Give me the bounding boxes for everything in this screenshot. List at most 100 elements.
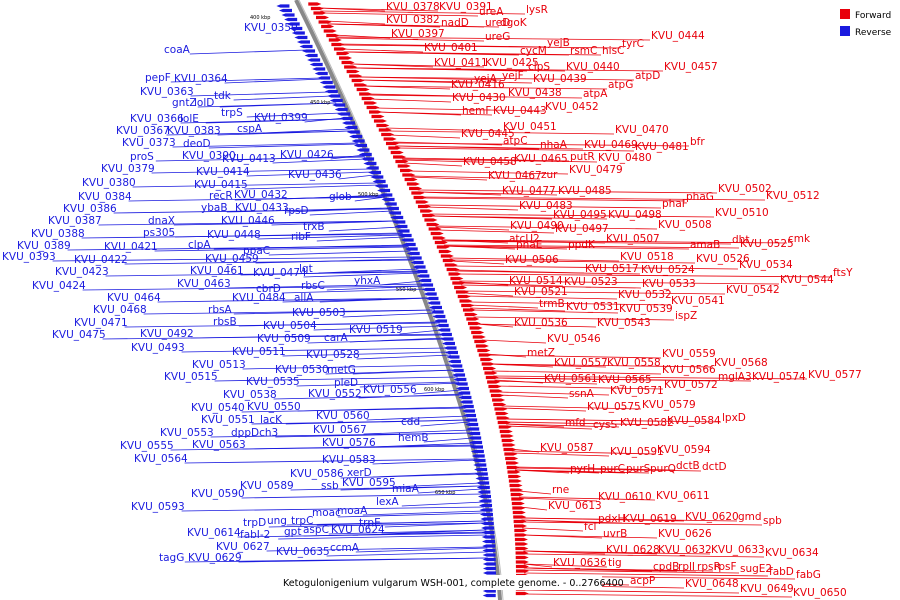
reverse-gene-label[interactable]: KVU_0551 [201,414,255,426]
forward-gene-label[interactable]: KVU_0502 [718,183,772,195]
forward-gene-label[interactable]: KVU_0483 [519,200,573,212]
reverse-gene-label[interactable]: trpE [359,517,381,529]
reverse-gene-label[interactable]: tdk [214,90,232,102]
forward-gene-label[interactable]: KVU_0587 [540,442,594,454]
forward-gene-label[interactable]: spb [763,515,782,527]
reverse-gene-label[interactable]: KVU_0363 [140,86,194,98]
forward-gene-label[interactable]: KVU_0579 [642,399,696,411]
forward-gene-label[interactable]: fabG [796,569,821,581]
reverse-gene-label[interactable]: KVU_0350 [244,22,298,34]
reverse-gene-label[interactable]: ccmA [330,542,360,554]
forward-gene-label[interactable]: ftsY [833,267,853,279]
reverse-gene-label[interactable]: KVU_0459 [205,253,259,265]
forward-gene-label[interactable]: fcl [584,521,596,533]
forward-gene-label[interactable]: KVU_0524 [641,264,695,276]
forward-gene-label[interactable]: KVU_0611 [656,490,710,502]
reverse-gene-label[interactable]: coaA [164,44,191,56]
forward-gene-label[interactable]: KVU_0479 [569,164,623,176]
reverse-gene-label[interactable]: yhxA [354,275,381,287]
forward-gene-label[interactable]: KVU_0533 [642,278,696,290]
forward-gene-label[interactable]: KVU_0507 [606,233,660,245]
reverse-gene-label[interactable]: allA [294,292,314,304]
reverse-gene-label[interactable]: ribF [291,231,311,243]
forward-gene-label[interactable]: KVU_0546 [547,333,601,345]
forward-gene-label[interactable]: phaE [516,239,542,251]
reverse-gene-label[interactable]: aspC [303,524,329,536]
forward-gene-label[interactable]: KVU_0577 [808,369,862,381]
reverse-gene-label[interactable]: xerD [347,467,372,479]
forward-gene-label[interactable]: KVU_0536 [514,317,568,329]
reverse-gene-label[interactable]: KVU_0635 [276,546,330,558]
forward-gene-label[interactable]: KVU_0518 [620,251,674,263]
forward-gene-label[interactable]: KVU_0401 [424,42,478,54]
forward-gene-label[interactable]: KVU_0521 [514,286,568,298]
reverse-gene-label[interactable]: ssb [321,480,339,492]
forward-gene-label[interactable]: KVU_0650 [793,587,847,599]
forward-gene-label[interactable]: KVU_0438 [508,87,562,99]
forward-gene-label[interactable]: KVU_0632 [658,544,712,556]
forward-gene-label[interactable]: sugE2 [740,563,772,575]
reverse-gene-label[interactable]: KVU_0484 [232,292,286,304]
forward-gene-label[interactable]: atpA [583,88,608,100]
reverse-gene-label[interactable]: rpsD [284,205,309,217]
forward-gene-label[interactable]: KVU_0636 [553,557,607,569]
forward-gene-label[interactable]: KVU_0542 [726,284,780,296]
forward-gene-label[interactable]: KVU_0467 [488,170,542,182]
forward-gene-label[interactable]: KVU_0649 [740,583,794,595]
forward-gene-label[interactable]: KVU_0452 [545,101,599,113]
reverse-gene-label[interactable]: KVU_0538 [223,389,277,401]
forward-gene-label[interactable]: nadD [441,17,469,29]
reverse-gene-label[interactable]: ung [267,515,287,527]
reverse-gene-label[interactable]: KVU_0463 [177,278,231,290]
reverse-gene-label[interactable]: KVU_0379 [101,163,155,175]
forward-gene-label[interactable]: KVU_0534 [739,259,793,271]
forward-gene-label[interactable]: rne [552,484,569,496]
forward-gene-label[interactable]: dctD [702,461,727,473]
forward-gene-label[interactable]: dht [732,234,749,246]
reverse-gene-label[interactable]: KVU_0535 [246,376,300,388]
forward-gene-label[interactable]: KVU_0391 [439,1,493,13]
forward-gene-label[interactable]: pyrH [570,463,595,475]
forward-gene-label[interactable]: KVU_0425 [485,57,539,69]
forward-gene-label[interactable]: mfd [565,417,586,429]
reverse-gene-label[interactable]: KVU_0503 [292,307,346,319]
reverse-gene-label[interactable]: KVU_0474 [253,267,307,279]
reverse-gene-label[interactable]: pleD [334,377,358,389]
forward-gene-label[interactable]: KVU_0613 [548,500,602,512]
reverse-gene-label[interactable]: KVU_0426 [280,149,334,161]
forward-gene-label[interactable]: KVU_0531 [566,301,620,313]
forward-gene-label[interactable]: KVU_0558 [607,357,661,369]
reverse-gene-label[interactable]: KVU_0530 [275,364,329,376]
forward-gene-label[interactable]: tyrC [622,38,644,50]
reverse-gene-label[interactable]: lolD [194,97,214,109]
forward-gene-label[interactable]: rpsR [697,561,721,573]
forward-gene-label[interactable]: KVU_0430 [452,92,506,104]
forward-gene-label[interactable]: KVU_0477 [502,185,556,197]
reverse-gene-label[interactable]: KVU_0413 [222,153,276,165]
reverse-gene-label[interactable]: KVU_0387 [48,215,102,227]
reverse-gene-label[interactable]: clpA [188,239,211,251]
reverse-gene-label[interactable]: gpt [284,526,301,538]
forward-gene-label[interactable]: rplI [678,561,695,573]
reverse-gene-label[interactable]: hemB [398,432,429,444]
forward-gene-label[interactable]: yejA [474,73,498,85]
forward-gene-label[interactable]: KVU_0508 [658,219,712,231]
forward-gene-label[interactable]: KVU_0451 [503,121,557,133]
reverse-gene-label[interactable]: miaA [392,483,420,495]
forward-gene-label[interactable]: atpG [608,79,633,91]
reverse-gene-label[interactable]: cbrD [256,283,281,295]
forward-gene-label[interactable]: ispZ [675,310,697,322]
reverse-gene-label[interactable]: KVU_0589 [240,480,294,492]
forward-gene-label[interactable]: trmB [539,298,565,310]
forward-gene-label[interactable]: yejF [502,70,524,82]
reverse-gene-label[interactable]: dnaX [148,215,175,227]
reverse-gene-label[interactable]: ppaC [243,245,270,257]
reverse-gene-label[interactable]: KVU_0415 [194,179,248,191]
forward-gene-label[interactable]: metZ [527,347,555,359]
forward-gene-label[interactable]: phaF [662,198,688,210]
reverse-gene-label[interactable]: KVU_0511 [232,346,286,358]
reverse-gene-label[interactable]: KVU_0446 [221,215,275,227]
reverse-gene-label[interactable]: KVU_0492 [140,328,194,340]
reverse-gene-label[interactable]: KVU_0513 [192,359,246,371]
reverse-gene-label[interactable]: KVU_0515 [164,371,218,383]
